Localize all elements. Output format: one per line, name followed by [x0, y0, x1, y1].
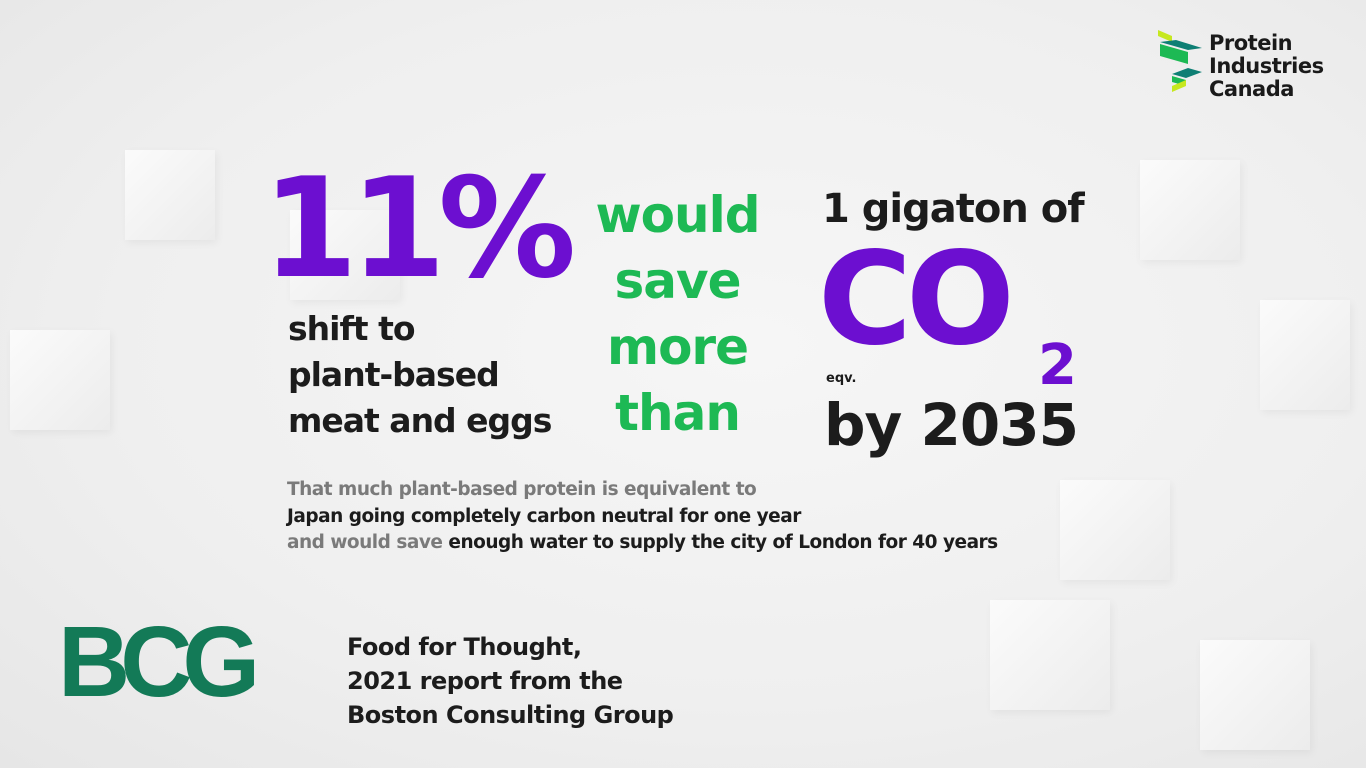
shift-line: meat and eggs	[288, 401, 552, 440]
bcg-logo: BCG	[58, 606, 260, 718]
bg-cube	[1200, 640, 1310, 750]
co2-subscript: 2	[1038, 333, 1077, 398]
source-line: Boston Consulting Group	[347, 701, 674, 729]
bg-cube	[125, 150, 215, 240]
shift-description: shift to plant-based meat and eggs	[288, 306, 552, 444]
shift-line: plant-based	[288, 355, 500, 394]
connector-text: would save more than	[590, 182, 765, 446]
bg-cube	[990, 600, 1110, 710]
percent-stat: 11%	[262, 148, 576, 309]
detail-line: Japan going completely carbon neutral fo…	[287, 505, 801, 527]
year-text: by 2035	[824, 391, 1079, 459]
connector-line: more	[606, 318, 749, 376]
bg-cube	[10, 330, 110, 430]
eqv-label: eqv.	[826, 371, 857, 386]
connector-line: save	[614, 252, 741, 310]
detail-line-grey: and would save	[287, 532, 443, 553]
detail-line: That much plant-based protein is equival…	[287, 479, 757, 500]
bg-cube	[290, 210, 400, 300]
protein-industries-canada-logo-icon	[1158, 28, 1202, 98]
bg-cube	[1060, 480, 1170, 580]
bg-cube	[1260, 300, 1350, 410]
detail-line-dark: enough water to supply the city of Londo…	[448, 532, 998, 553]
connector-line: would	[595, 186, 760, 244]
protein-industries-canada-logo-text: Protein Industries Canada	[1209, 32, 1324, 101]
shift-line: shift to	[288, 309, 416, 348]
logo-line: Canada	[1209, 77, 1294, 101]
logo-line: Protein	[1209, 31, 1293, 55]
connector-line: than	[615, 384, 741, 442]
co2-text: CO	[818, 225, 1015, 374]
source-caption: Food for Thought, 2021 report from the B…	[347, 630, 674, 732]
source-line: 2021 report from the	[347, 667, 623, 695]
logo-line: Industries	[1209, 54, 1324, 78]
bg-cube	[1140, 160, 1240, 260]
source-line: Food for Thought,	[347, 633, 582, 661]
detail-paragraph: That much plant-based protein is equival…	[287, 477, 998, 557]
amount-text: 1 gigaton of	[822, 186, 1085, 232]
